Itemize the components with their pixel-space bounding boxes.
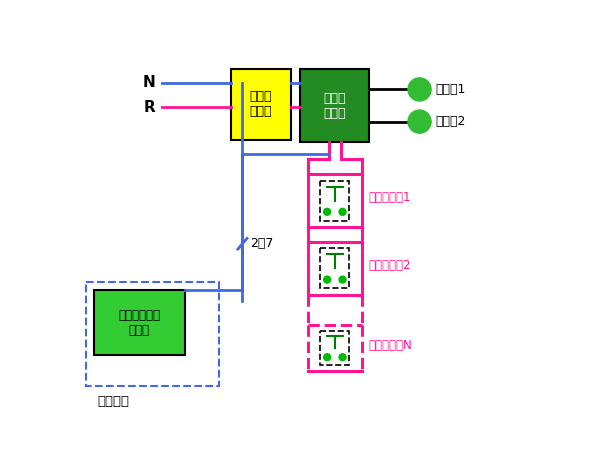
Text: 消防泵
电控柜: 消防泵 电控柜 [324, 91, 346, 119]
Circle shape [408, 110, 431, 133]
Text: 消防泵2: 消防泵2 [435, 115, 466, 128]
Circle shape [339, 276, 346, 283]
Circle shape [324, 276, 330, 283]
Bar [300, 69, 370, 142]
Text: 2～7: 2～7 [250, 237, 274, 250]
Bar [320, 331, 350, 364]
Circle shape [339, 208, 346, 215]
Bar [94, 290, 185, 355]
Text: 消防中心: 消防中心 [98, 395, 130, 409]
Text: 火灾自动报警
控制柜: 火灾自动报警 控制柜 [118, 308, 160, 336]
Text: 消火栓按纽N: 消火栓按纽N [368, 339, 412, 352]
Bar [320, 180, 350, 221]
Circle shape [324, 354, 330, 361]
Circle shape [324, 208, 330, 215]
Bar [231, 69, 291, 140]
Circle shape [408, 78, 431, 101]
Circle shape [339, 354, 346, 361]
Bar [86, 282, 219, 386]
Text: 消防泵1: 消防泵1 [435, 83, 466, 96]
Text: N: N [143, 75, 156, 90]
Bar [320, 248, 350, 288]
Text: R: R [144, 100, 156, 115]
Text: 消火栓按纽2: 消火栓按纽2 [368, 259, 411, 272]
Text: 双电源
切换箱: 双电源 切换箱 [250, 90, 272, 118]
Text: 消火栓按纽1: 消火栓按纽1 [368, 191, 411, 205]
